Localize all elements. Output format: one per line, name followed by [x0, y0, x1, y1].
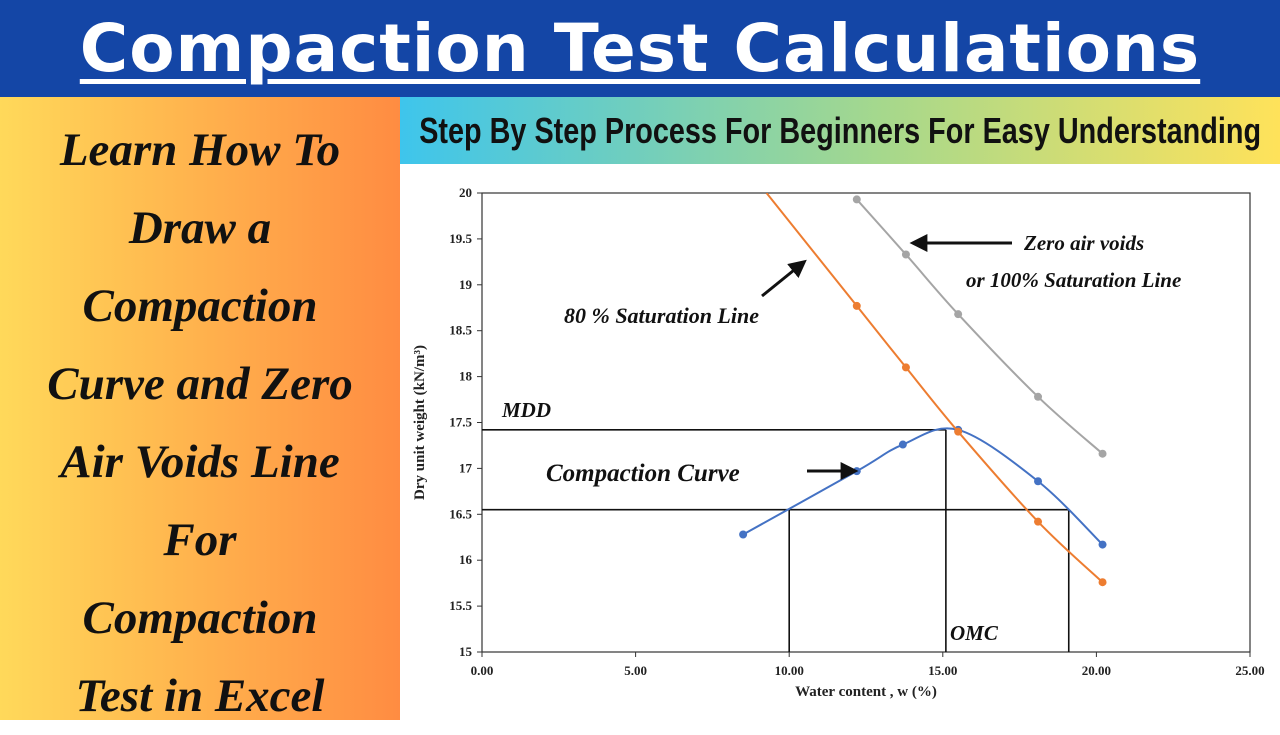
compaction-curve-label: Compaction Curve: [546, 460, 740, 487]
series-compaction: [739, 425, 1107, 549]
side-panel: Learn How To Draw a Compaction Curve and Ze…: [0, 97, 400, 722]
data-point-zero_air_voids: [901, 250, 910, 259]
data-point-saturation80: [901, 363, 910, 372]
chart-area: 15 15.5 16 16.5 17 17.5 18 18.5 19 19.5 20 0.00 5.00…: [400, 164, 1280, 720]
subtitle-text: Step By Step Process For Beginners For E…: [419, 109, 1261, 151]
saturation-80-label: 80 % Saturation Line: [564, 303, 759, 328]
data-point-compaction: [1034, 477, 1043, 486]
side-text-line: Air Voids Line: [60, 436, 340, 488]
page-title: Compaction Test Calculations: [79, 10, 1201, 87]
y-tick-label: 18: [459, 369, 473, 384]
series-line-zero_air_voids: [856, 198, 1104, 455]
side-text-line: Compaction: [82, 592, 318, 644]
y-tick-label: 16.5: [449, 506, 472, 521]
mdd-label: MDD: [501, 398, 551, 422]
x-tick-label: 15.00: [928, 663, 957, 678]
data-point-zero_air_voids: [1098, 449, 1107, 458]
series-zero_air_voids: [852, 195, 1107, 458]
y-tick-label: 15.5: [449, 598, 472, 613]
y-tick-label: 20: [459, 185, 472, 200]
data-point-zero_air_voids: [1034, 392, 1043, 401]
series-saturation80: [765, 193, 1107, 587]
y-tick-label: 18.5: [449, 323, 472, 338]
data-point-compaction: [898, 440, 907, 449]
side-text-line: Draw a: [128, 202, 272, 254]
x-axis-title: Water content , w (%): [795, 684, 937, 700]
saturation-80-arrow: [761, 259, 807, 298]
data-point-compaction: [739, 530, 748, 539]
omc-label: OMC: [950, 621, 999, 645]
y-tick-label: 17: [459, 460, 473, 475]
x-tick-label: 5.00: [624, 663, 647, 678]
y-tick-label: 19: [459, 277, 473, 292]
data-point-zero_air_voids: [852, 195, 861, 204]
side-text-line: Test in Excel: [75, 670, 325, 722]
y-tick-label: 15: [459, 644, 473, 659]
compaction-chart: 15 15.5 16 16.5 17 17.5 18 18.5 19 19.5 20 0.00 5.00…: [412, 185, 1265, 700]
y-tick-label: 16: [459, 552, 473, 567]
y-tick-label: 17.5: [449, 415, 472, 430]
series-line-saturation80: [765, 193, 1104, 583]
side-text-line: Learn How To: [59, 124, 341, 176]
side-text-line: For: [163, 514, 237, 566]
side-text-line: Curve and Zero: [47, 358, 353, 410]
data-point-saturation80: [954, 427, 963, 436]
data-point-zero_air_voids: [954, 310, 963, 319]
series-line-compaction: [742, 427, 1104, 546]
x-tick-label: 0.00: [471, 663, 494, 678]
subtitle-bar: Step By Step Process For Beginners For E…: [400, 97, 1280, 164]
data-point-saturation80: [1034, 517, 1043, 526]
y-tick-label: 19.5: [449, 231, 472, 246]
side-text: Learn How To Draw a Compaction Curve and Ze…: [0, 111, 400, 735]
y-axis-title: Dry unit weight (kN/m³): [412, 345, 428, 500]
x-tick-label: 25.00: [1235, 663, 1264, 678]
zero-air-voids-label: Zero air voids: [1023, 231, 1144, 255]
title-banner: Compaction Test Calculations: [0, 0, 1280, 97]
plot-area: [481, 192, 1251, 653]
side-text-line: Compaction: [82, 280, 318, 332]
saturation-100-label: or 100% Saturation Line: [966, 268, 1181, 292]
x-tick-label: 20.00: [1082, 663, 1111, 678]
data-point-saturation80: [1098, 578, 1107, 587]
data-point-compaction: [1098, 540, 1107, 549]
x-tick-label: 10.00: [775, 663, 804, 678]
data-point-saturation80: [852, 301, 861, 310]
